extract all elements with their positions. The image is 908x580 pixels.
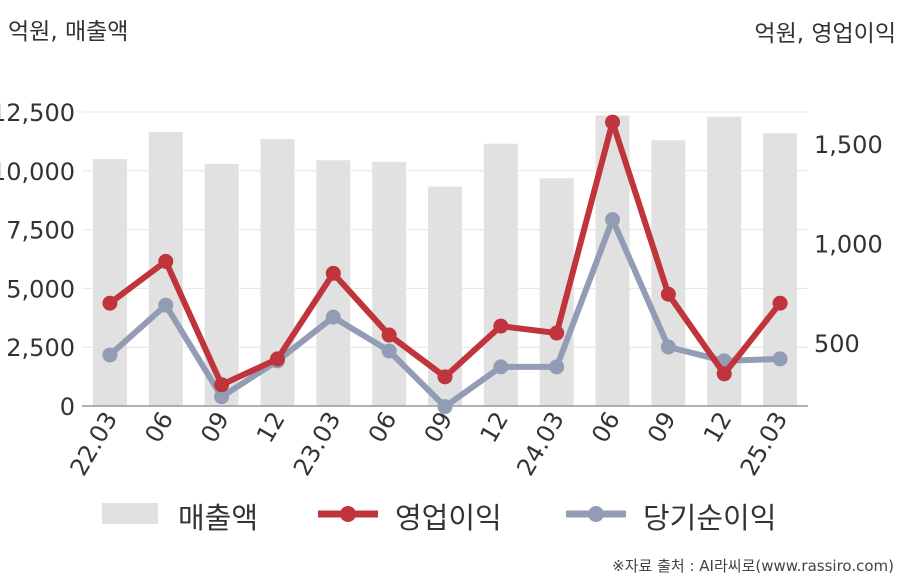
right-tick-label: 1,500 [814,131,883,159]
net-profit-point [605,212,621,228]
right-axis-unit: 억원, 영업이익 [754,21,896,47]
op-profit-point [549,325,565,341]
right-tick-label: 1,000 [814,231,883,259]
legend-net-profit-marker [588,506,604,522]
legend-op-profit-marker [340,506,356,522]
revenue-bar [372,161,407,406]
x-tick-label: 09 [419,407,459,447]
x-tick-label: 06 [139,407,179,447]
left-tick-label: 10,000 [0,158,75,186]
op-profit-point [381,327,397,343]
net-profit-point [102,347,118,363]
op-profit-point [269,351,285,367]
revenue-bar [651,140,686,406]
net-profit-point [549,359,565,375]
net-profit-point [437,399,453,415]
left-tick-label: 0 [60,393,75,421]
source-note: ※자료 출처 : AI라씨로(www.rassiro.com) [612,557,894,575]
op-profit-point [716,366,732,382]
revenue-bar [92,159,127,406]
op-profit-point [772,295,788,311]
net-profit-point [381,343,397,359]
x-tick-label: 06 [363,407,403,447]
legend-net-profit-label: 당기순이익 [643,501,777,535]
right-axis-ticks: 500 1,000 1,500 [814,131,883,358]
net-profit-point [214,389,230,405]
left-tick-label: 12,500 [0,99,75,127]
right-tick-label: 500 [814,330,860,358]
x-tick-label: 12 [475,407,515,447]
left-tick-label: 7,500 [6,217,75,245]
left-axis-ticks: 0 2,500 5,000 7,500 10,000 12,500 [0,99,75,421]
left-tick-label: 2,500 [6,334,75,362]
legend-op-profit-label: 영업이익 [395,501,502,535]
op-profit-point [605,114,621,130]
op-profit-point [660,286,676,302]
op-profit-point [214,377,230,393]
op-profit-point [437,369,453,385]
x-tick-label: 06 [586,407,626,447]
x-tick-label: 12 [251,407,291,447]
legend-revenue-label: 매출액 [178,501,259,535]
net-profit-point [660,339,676,355]
legend-revenue-swatch [102,503,158,524]
x-tick-label: 25.03 [735,407,794,481]
x-tick-label: 24.03 [511,407,570,481]
x-tick-label: 12 [698,407,738,447]
revenue-bar [204,163,239,406]
left-tick-label: 5,000 [6,275,75,303]
net-profit-point [493,359,509,375]
op-profit-point [325,265,341,281]
net-profit-point [158,297,174,313]
x-tick-label: 23.03 [288,407,347,481]
left-axis-unit: 억원, 매출액 [8,19,129,45]
op-profit-point [102,295,118,311]
net-profit-point [772,351,788,367]
x-tick-label: 09 [195,407,235,447]
profit-lines [102,114,788,415]
op-profit-point [493,318,509,334]
net-profit-point [325,309,341,325]
x-tick-label: 09 [642,407,682,447]
op-profit-point [158,253,174,269]
legend [102,503,626,524]
